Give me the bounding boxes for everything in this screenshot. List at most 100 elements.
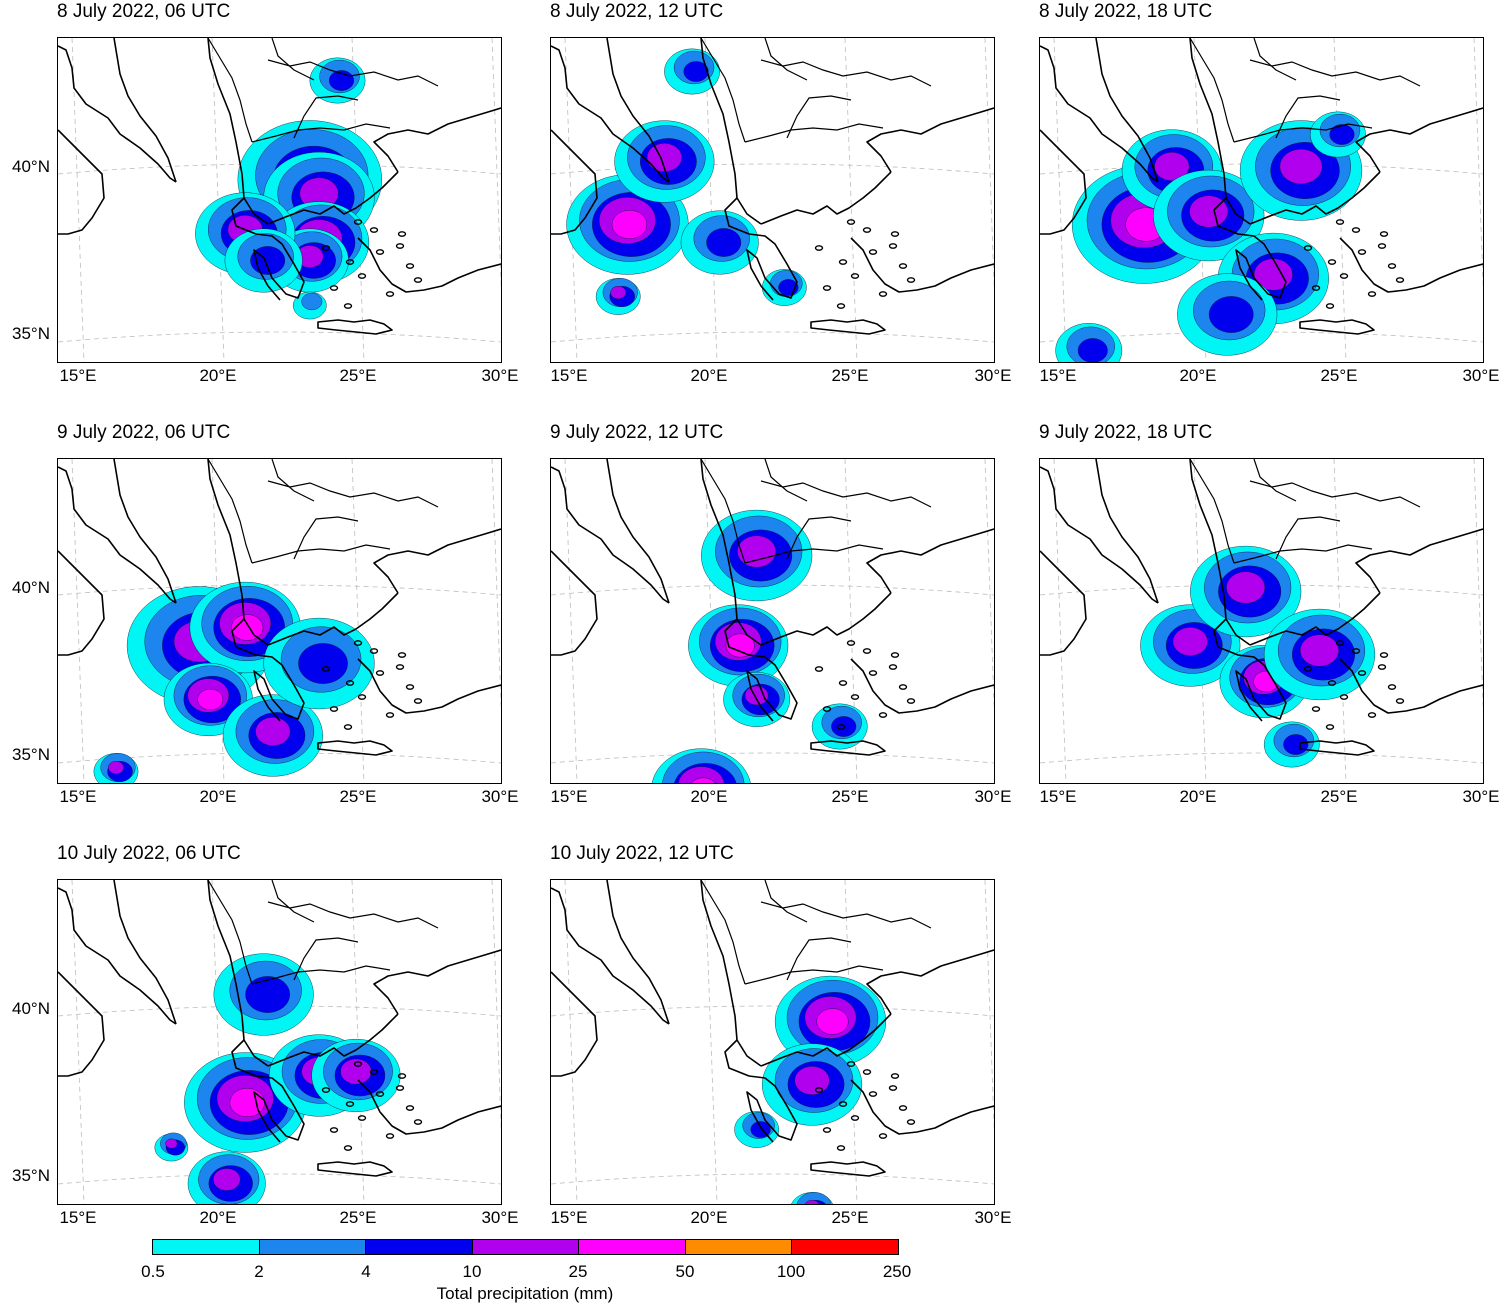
precip-contour: [1189, 195, 1229, 228]
longitude-label: 30°E: [974, 787, 1012, 806]
island: [906, 277, 916, 283]
graticule-meridian: [1053, 38, 1067, 362]
longitude-label: 15°E: [550, 787, 588, 806]
country-border: [1233, 544, 1373, 564]
map-frame: [57, 879, 502, 1205]
island: [1379, 652, 1389, 658]
island: [1335, 219, 1345, 225]
latitude-label: 40°N: [12, 157, 50, 176]
coastline: [700, 880, 762, 1067]
coastlines: [551, 459, 994, 756]
precip-contour: [1077, 338, 1108, 362]
country-border: [1275, 95, 1341, 139]
longitude-label: 20°E: [199, 366, 237, 385]
precipitation-field: [93, 581, 375, 783]
coastline: [1355, 528, 1483, 594]
island: [395, 1085, 405, 1091]
island: [1303, 245, 1313, 251]
longitude-label: 30°E: [481, 366, 519, 385]
island: [868, 670, 878, 676]
panel-title: 9 July 2022, 12 UTC: [550, 422, 724, 443]
latitude-label: 40°N: [12, 578, 50, 597]
island: [890, 231, 900, 237]
island: [850, 1115, 860, 1121]
island: [353, 1061, 363, 1067]
panel-title: 9 July 2022, 18 UTC: [1039, 422, 1213, 443]
country-border: [760, 901, 932, 929]
coastline: [551, 887, 670, 1025]
island: [353, 219, 363, 225]
coastline: [606, 38, 670, 183]
country-border: [700, 38, 746, 143]
graticule-meridian: [491, 38, 501, 292]
coastline: [700, 38, 762, 225]
graticule-meridian: [211, 880, 225, 1204]
longitude-label: 30°E: [1462, 787, 1500, 806]
precip-contour: [301, 292, 323, 311]
island: [1357, 670, 1367, 676]
island: [1351, 648, 1361, 654]
graticule: [551, 38, 994, 362]
island: [369, 227, 379, 233]
coastline: [1249, 171, 1381, 225]
coastline: [551, 466, 670, 604]
country-border: [744, 965, 884, 985]
country-border: [251, 965, 391, 985]
coastline: [760, 171, 892, 225]
coastlines: [551, 880, 994, 1177]
country-border: [1275, 516, 1341, 560]
longitude-label: 20°E: [690, 366, 728, 385]
island: [906, 698, 916, 704]
precipitation-field: [1055, 111, 1366, 362]
graticule-meridian: [564, 459, 578, 783]
coastline: [850, 658, 994, 714]
graticule-meridian: [71, 880, 85, 1204]
coastline: [317, 319, 393, 335]
coastline: [551, 971, 598, 1077]
island: [357, 694, 367, 700]
graticule-meridian: [564, 880, 578, 1204]
coastline: [58, 129, 105, 235]
island: [395, 664, 405, 670]
panel-title: 10 July 2022, 12 UTC: [550, 843, 734, 864]
graticule-parallel: [1040, 584, 1483, 596]
coastline: [866, 528, 994, 594]
coastline: [1040, 45, 1159, 183]
longitude-label: 25°E: [1320, 366, 1358, 385]
graticule-meridian: [984, 880, 994, 1134]
coastline: [317, 740, 393, 756]
coastline: [207, 38, 269, 225]
country-border: [1249, 480, 1421, 508]
precip-contour: [340, 1058, 372, 1085]
longitude-label: 15°E: [550, 366, 588, 385]
coastline: [1339, 658, 1483, 714]
island: [906, 1119, 916, 1125]
coastline: [700, 459, 762, 646]
longitude-label: 20°E: [690, 1208, 728, 1227]
map-plot: [551, 459, 994, 783]
graticule-parallel: [551, 163, 994, 175]
map-panel: 9 July 2022, 06 UTC: [57, 422, 502, 784]
coastline: [850, 237, 994, 293]
colorbar-tick-label: 50: [675, 1262, 695, 1281]
precip-contour: [691, 777, 716, 783]
island: [822, 1127, 832, 1133]
country-border: [251, 123, 391, 143]
precip-contour: [706, 228, 742, 257]
longitude-label: 20°E: [1179, 366, 1217, 385]
graticule-parallel: [58, 1173, 501, 1185]
country-border: [786, 95, 852, 139]
coastline: [373, 528, 501, 594]
precip-contour: [1208, 296, 1254, 333]
coastlines: [1040, 38, 1483, 335]
coastline: [267, 592, 399, 646]
island: [321, 245, 331, 251]
country-border: [700, 880, 746, 985]
latitude-label: 35°N: [12, 745, 50, 764]
panel-title: 8 July 2022, 06 UTC: [57, 1, 231, 22]
island: [345, 680, 355, 686]
island: [1387, 263, 1397, 269]
precip-contour: [245, 976, 291, 1013]
precip-contour: [1329, 124, 1355, 145]
island: [850, 694, 860, 700]
